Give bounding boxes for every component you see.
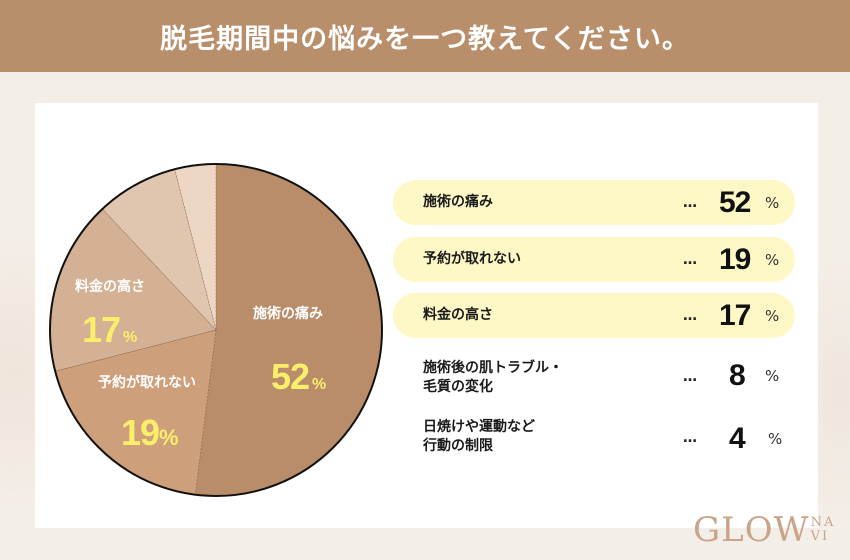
page-title: 脱毛期間中の悩みを一つ教えてください。 — [160, 23, 690, 55]
glow-navi-logo: GLOW NA VI — [693, 510, 835, 550]
list-item-value: 19 — [719, 242, 751, 276]
pie-value-pain-number: 52 — [271, 356, 310, 397]
pie-value-price-percent: % — [123, 329, 138, 346]
list-item-percent: % — [765, 367, 780, 385]
pie-value-pain: 52% — [271, 356, 326, 398]
list-item-dots: … — [683, 307, 697, 324]
pie-slice-pain — [194, 163, 383, 497]
list-item-value: 17 — [719, 298, 751, 332]
pie-value-reservation: 19% — [121, 412, 179, 454]
pie-label-price: 料金の高さ — [75, 279, 145, 295]
logo-sub-text: NA VI — [811, 516, 836, 544]
pie-value-reservation-percent: % — [159, 425, 179, 450]
list-item-value: 52 — [719, 185, 751, 219]
list-item-percent: % — [768, 430, 783, 448]
list-item-label: 予約が取れない — [423, 251, 521, 267]
logo-sub-bottom: VI — [810, 529, 830, 544]
list-item-dots: … — [683, 251, 697, 268]
list-item-dots: … — [683, 369, 697, 385]
list-item-dots: … — [683, 194, 697, 211]
list-item-percent: % — [765, 306, 780, 325]
header-banner: 脱毛期間中の悩みを一つ教えてください。 — [0, 0, 850, 72]
list-item-activity-limit: 日焼けや運動など 行動の制限 … 4 % — [393, 414, 795, 459]
logo-sub-top: NA — [810, 515, 836, 530]
list-item-dots: … — [683, 430, 697, 446]
pie-value-pain-percent: % — [312, 376, 327, 393]
list-item-value: 8 — [729, 359, 746, 392]
list-item-label: 施術の痛み — [423, 194, 493, 210]
list-item-pain: 施術の痛み … 52 % — [393, 180, 795, 225]
pie-label-pain: 施術の痛み — [253, 306, 323, 322]
pie-value-price-number: 17 — [82, 309, 121, 350]
list-item-label: 料金の高さ — [423, 307, 493, 323]
pie-outline — [49, 163, 383, 497]
list-item-price: 料金の高さ … 17 % — [393, 293, 795, 338]
list-item-value: 4 — [729, 422, 746, 455]
pie-label-reservation: 予約が取れない — [98, 375, 196, 391]
list-item-label: 日焼けや運動など 行動の制限 — [423, 418, 535, 456]
pie-value-price: 17% — [82, 309, 137, 351]
logo-main-text: GLOW — [693, 510, 810, 550]
pie-value-reservation-number: 19 — [121, 412, 160, 453]
list-item-label-line1: 日焼けや運動など — [423, 419, 535, 435]
list-item-percent: % — [765, 250, 780, 269]
list-item-percent: % — [765, 193, 780, 212]
list-item-label-line2: 毛質の変化 — [423, 379, 493, 395]
list-item-label: 施術後の肌トラブル・ 毛質の変化 — [423, 359, 563, 397]
list-item-label-line2: 行動の制限 — [423, 438, 493, 454]
list-item-label-line1: 施術後の肌トラブル・ — [423, 360, 563, 376]
list-item-skin-trouble: 施術後の肌トラブル・ 毛質の変化 … 8 % — [393, 355, 795, 400]
list-item-reservation: 予約が取れない … 19 % — [393, 237, 795, 282]
